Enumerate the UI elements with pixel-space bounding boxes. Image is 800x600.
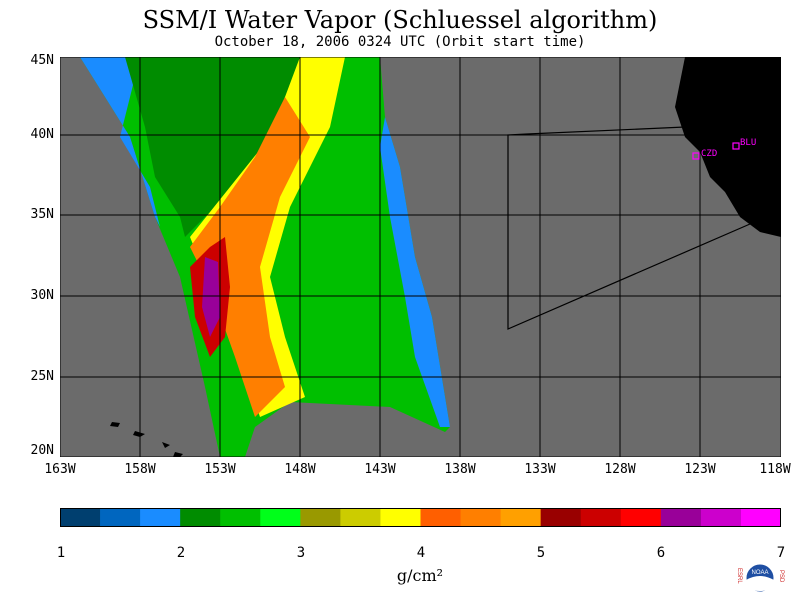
swath-green-left (125, 57, 300, 237)
swath-edge-blue-right (380, 117, 450, 427)
noaa-logo: NOAA ESRL PSD (736, 563, 784, 593)
lon-label: 158W (124, 462, 156, 477)
lat-label: 30N (30, 288, 54, 303)
lon-label: 133W (524, 462, 556, 477)
colorbar-tick-label: 1 (56, 545, 66, 561)
colorbar-tick-label: 7 (776, 545, 786, 561)
lat-label: 35N (30, 207, 54, 222)
colorbar-swatch (460, 508, 502, 527)
lat-label: 45N (30, 53, 54, 68)
lon-label: 143W (364, 462, 396, 477)
water-vapor-map: CZD BLU (60, 57, 781, 457)
colorbar-tick-label: 2 (176, 545, 186, 561)
logo-left-text: ESRL (736, 568, 742, 584)
logo-center-text: NOAA (751, 570, 768, 576)
color-scale-bar (60, 508, 781, 527)
colorbar-swatch (300, 508, 341, 527)
lon-label: 153W (204, 462, 236, 477)
land-california (675, 57, 781, 237)
colorbar-tick-label: 6 (656, 545, 666, 561)
map-gridlines (60, 57, 781, 457)
colorbar-swatch (260, 508, 301, 527)
lat-label: 25N (30, 369, 54, 384)
island-1 (110, 422, 120, 427)
lon-label: 163W (44, 462, 76, 477)
lat-label: 40N (30, 127, 54, 142)
lon-label: 128W (604, 462, 636, 477)
lon-label: 148W (284, 462, 316, 477)
colorbar-swatch (340, 508, 381, 527)
colorbar-swatch (100, 508, 141, 527)
lon-label: 123W (684, 462, 716, 477)
island-4 (173, 452, 183, 457)
lat-label: 20N (30, 443, 54, 458)
colorbar-swatch (220, 508, 261, 527)
boundary-top (526, 126, 686, 135)
colorbar-swatch (500, 508, 542, 527)
station-marker-czd (692, 152, 700, 160)
logo-right-text: PSD (778, 570, 784, 583)
colorbar-tick-label: 5 (536, 545, 546, 561)
island-2 (133, 431, 145, 437)
colorbar-tick-label: 4 (416, 545, 426, 561)
colorbar-swatch (60, 508, 101, 527)
colorbar-tick-label: 3 (296, 545, 306, 561)
colorbar-swatch (420, 508, 462, 527)
colorbar-swatch (540, 508, 582, 527)
colorbar-swatch (580, 508, 622, 527)
colorbar-border (60, 508, 781, 527)
swath-orange-band (190, 97, 310, 417)
island-3 (162, 442, 170, 448)
units-label: g/cm² (396, 566, 444, 585)
colorbar-swatch (380, 508, 421, 527)
swath-edge-blue-left (80, 57, 160, 227)
lon-label: 138W (444, 462, 476, 477)
colorbar-swatch (660, 508, 702, 527)
colorbar-swatch (140, 508, 181, 527)
colorbar-swatch (740, 508, 781, 527)
map-title: SSM/I Water Vapor (Schluessel algorithm) (142, 6, 658, 34)
station-marker-blu (732, 142, 740, 150)
station-label-czd: CZD (701, 149, 717, 159)
colorbar-swatch (700, 508, 742, 527)
lon-label: 118W (759, 462, 791, 477)
boundary-line (507, 133, 751, 330)
colorbar-swatch (620, 508, 662, 527)
map-subtitle: October 18, 2006 0324 UTC (Orbit start t… (214, 34, 586, 50)
colorbar-swatch (180, 508, 221, 527)
swath-purple-core (202, 257, 220, 337)
station-label-blu: BLU (740, 138, 756, 148)
